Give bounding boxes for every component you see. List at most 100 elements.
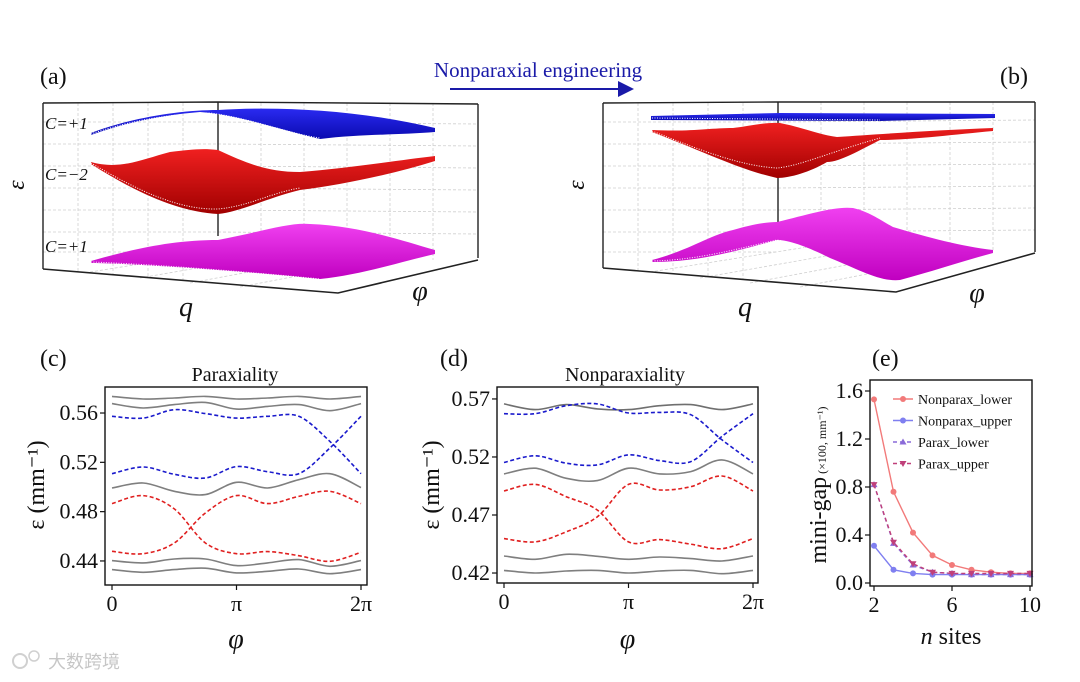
plot-frame [104, 386, 368, 586]
band-middle-surface-b [652, 122, 993, 178]
series-line-bulk_top_2 [111, 401, 362, 412]
data-point-Parax_upper [987, 570, 995, 577]
series-line-edge_lower_a [503, 483, 754, 550]
y-axis-label: ε (mm⁻¹) [419, 440, 445, 529]
chern-label-lower: C=+1 [45, 237, 88, 256]
watermark-logo-icon [12, 653, 28, 669]
y-tick-label: 0.42 [452, 560, 491, 585]
x-tick-label: 0 [499, 589, 510, 614]
y-axis-label-unit: (×100, mm⁻¹) [815, 406, 829, 473]
x-axis-label-sites: sites [939, 624, 982, 650]
series-line-edge_upper_b [111, 415, 362, 480]
legend-marker [899, 461, 907, 467]
y-tick-label: 1.6 [836, 378, 864, 403]
panel-a-xlabel: q [179, 292, 193, 323]
chart-title: Paraxiality [192, 364, 279, 386]
panel-label: (c) [40, 346, 67, 372]
panel-b-box [602, 101, 1036, 268]
legend: Nonparax_lower Nonparax_upper Parax_lower P… [893, 393, 1012, 473]
y-axis-label: ε (mm⁻¹) [24, 440, 50, 529]
panel-b-ylabel: φ [969, 278, 985, 309]
band-upper-surface [91, 108, 435, 139]
data-point-Parax_upper [1007, 570, 1014, 577]
chern-label-upper: C=+1 [45, 114, 88, 133]
panel-a-ylabel: φ [412, 276, 428, 307]
panel-b-floor-axes [602, 252, 1036, 293]
y-tick-label: 0.56 [60, 400, 99, 425]
y-tick-label: 0.47 [452, 502, 491, 527]
data-point-Nonparax_lower [949, 562, 955, 568]
series-line-bulk_mid [111, 472, 362, 496]
y-tick-label: 0.52 [452, 444, 491, 469]
data-point-Nonparax_lower [910, 529, 916, 536]
legend-label: Parax_upper [918, 458, 989, 473]
series-line-edge_upper_a [111, 408, 362, 475]
data-point-Parax_upper [929, 569, 936, 576]
panel-a-zlabel: ε [4, 180, 30, 190]
watermark-logo-ring-icon [28, 650, 40, 662]
panel-b-zlabel: ε [564, 180, 590, 190]
plot-frame [869, 379, 1033, 587]
y-tick-label: 0.8 [836, 474, 864, 499]
series-line-bulk_low_1 [111, 557, 362, 568]
x-tick-label: 2π [350, 591, 372, 616]
band-middle-edge-b [651, 130, 881, 169]
band-lower-edge-b [651, 239, 881, 281]
series-line-edge_lower_b [111, 490, 362, 555]
chart-panel-c: (c) Paraxiality 0.44 0.48 0.52 0.56 0 π 2π φ ε (mm… [24, 346, 372, 655]
band-upper-surface-b [651, 113, 995, 121]
data-point-Nonparax_upper [910, 570, 916, 577]
series-line-bulk_low_2 [111, 567, 362, 575]
data-point-Nonparax_upper [871, 542, 877, 549]
y-axis-label: mini-gap (×100, mm⁻¹) [806, 406, 832, 563]
band-lower-surface [91, 223, 435, 279]
panel-b-label: (b) [1000, 64, 1028, 90]
engineering-title: Nonparaxial engineering [434, 58, 643, 82]
band-middle-edge [90, 162, 301, 210]
data-point-Nonparax_lower [871, 396, 877, 403]
x-tick-label: π [231, 591, 242, 616]
data-point-Nonparax_lower [929, 552, 936, 559]
x-tick-label: 2 [869, 592, 880, 617]
x-axis-label: n sites [921, 624, 982, 650]
y-tick-label: 0.57 [452, 386, 491, 411]
x-tick-label: 0 [107, 591, 118, 616]
x-axis-label-n: n [921, 624, 933, 650]
x-axis-label: φ [228, 624, 244, 655]
y-tick-label: 0.48 [60, 499, 99, 524]
series-line-edge_upper_b [503, 413, 754, 467]
plot-frame [496, 386, 759, 584]
chart-title: Nonparaxiality [565, 364, 685, 386]
band-lower-surface-b [652, 207, 993, 281]
data-point-Parax_upper [968, 570, 975, 577]
series-line-Parax_upper [873, 484, 1030, 575]
legend-label: Parax_lower [918, 436, 989, 451]
y-tick-label: 1.2 [836, 426, 864, 451]
watermark: 大数跨境 [12, 650, 120, 673]
panel-label: (e) [872, 346, 899, 372]
panel-a-label: (a) [40, 64, 67, 90]
panel-b-xlabel: q [738, 292, 752, 323]
x-tick-label: 6 [947, 592, 958, 617]
series-line-bulk_top_1 [111, 395, 362, 400]
legend-marker [899, 438, 907, 445]
series-line-Parax_lower [873, 484, 1030, 576]
x-tick-label: π [623, 589, 634, 614]
panel-a-box [42, 101, 479, 269]
x-axis-label: φ [620, 624, 636, 655]
legend-label: Nonparax_upper [918, 415, 1012, 430]
band-middle-surface [91, 149, 435, 214]
data-point-Nonparax_upper [890, 566, 897, 573]
data-point-Parax_upper [890, 539, 897, 546]
data-point-Parax_upper [948, 570, 956, 577]
watermark-text: 大数跨境 [48, 652, 120, 673]
y-axis-label-main: mini-gap [806, 477, 832, 564]
chern-label-middle: C=−2 [45, 165, 88, 184]
legend-label: Nonparax_lower [918, 393, 1012, 408]
band-upper-edge-b [651, 117, 881, 121]
y-tick-label: 0.44 [60, 548, 99, 573]
panel-a: (a) C=+1 C=−2 C=+1 ε q φ [4, 64, 479, 323]
series-line-edge_lower_a [111, 494, 362, 563]
